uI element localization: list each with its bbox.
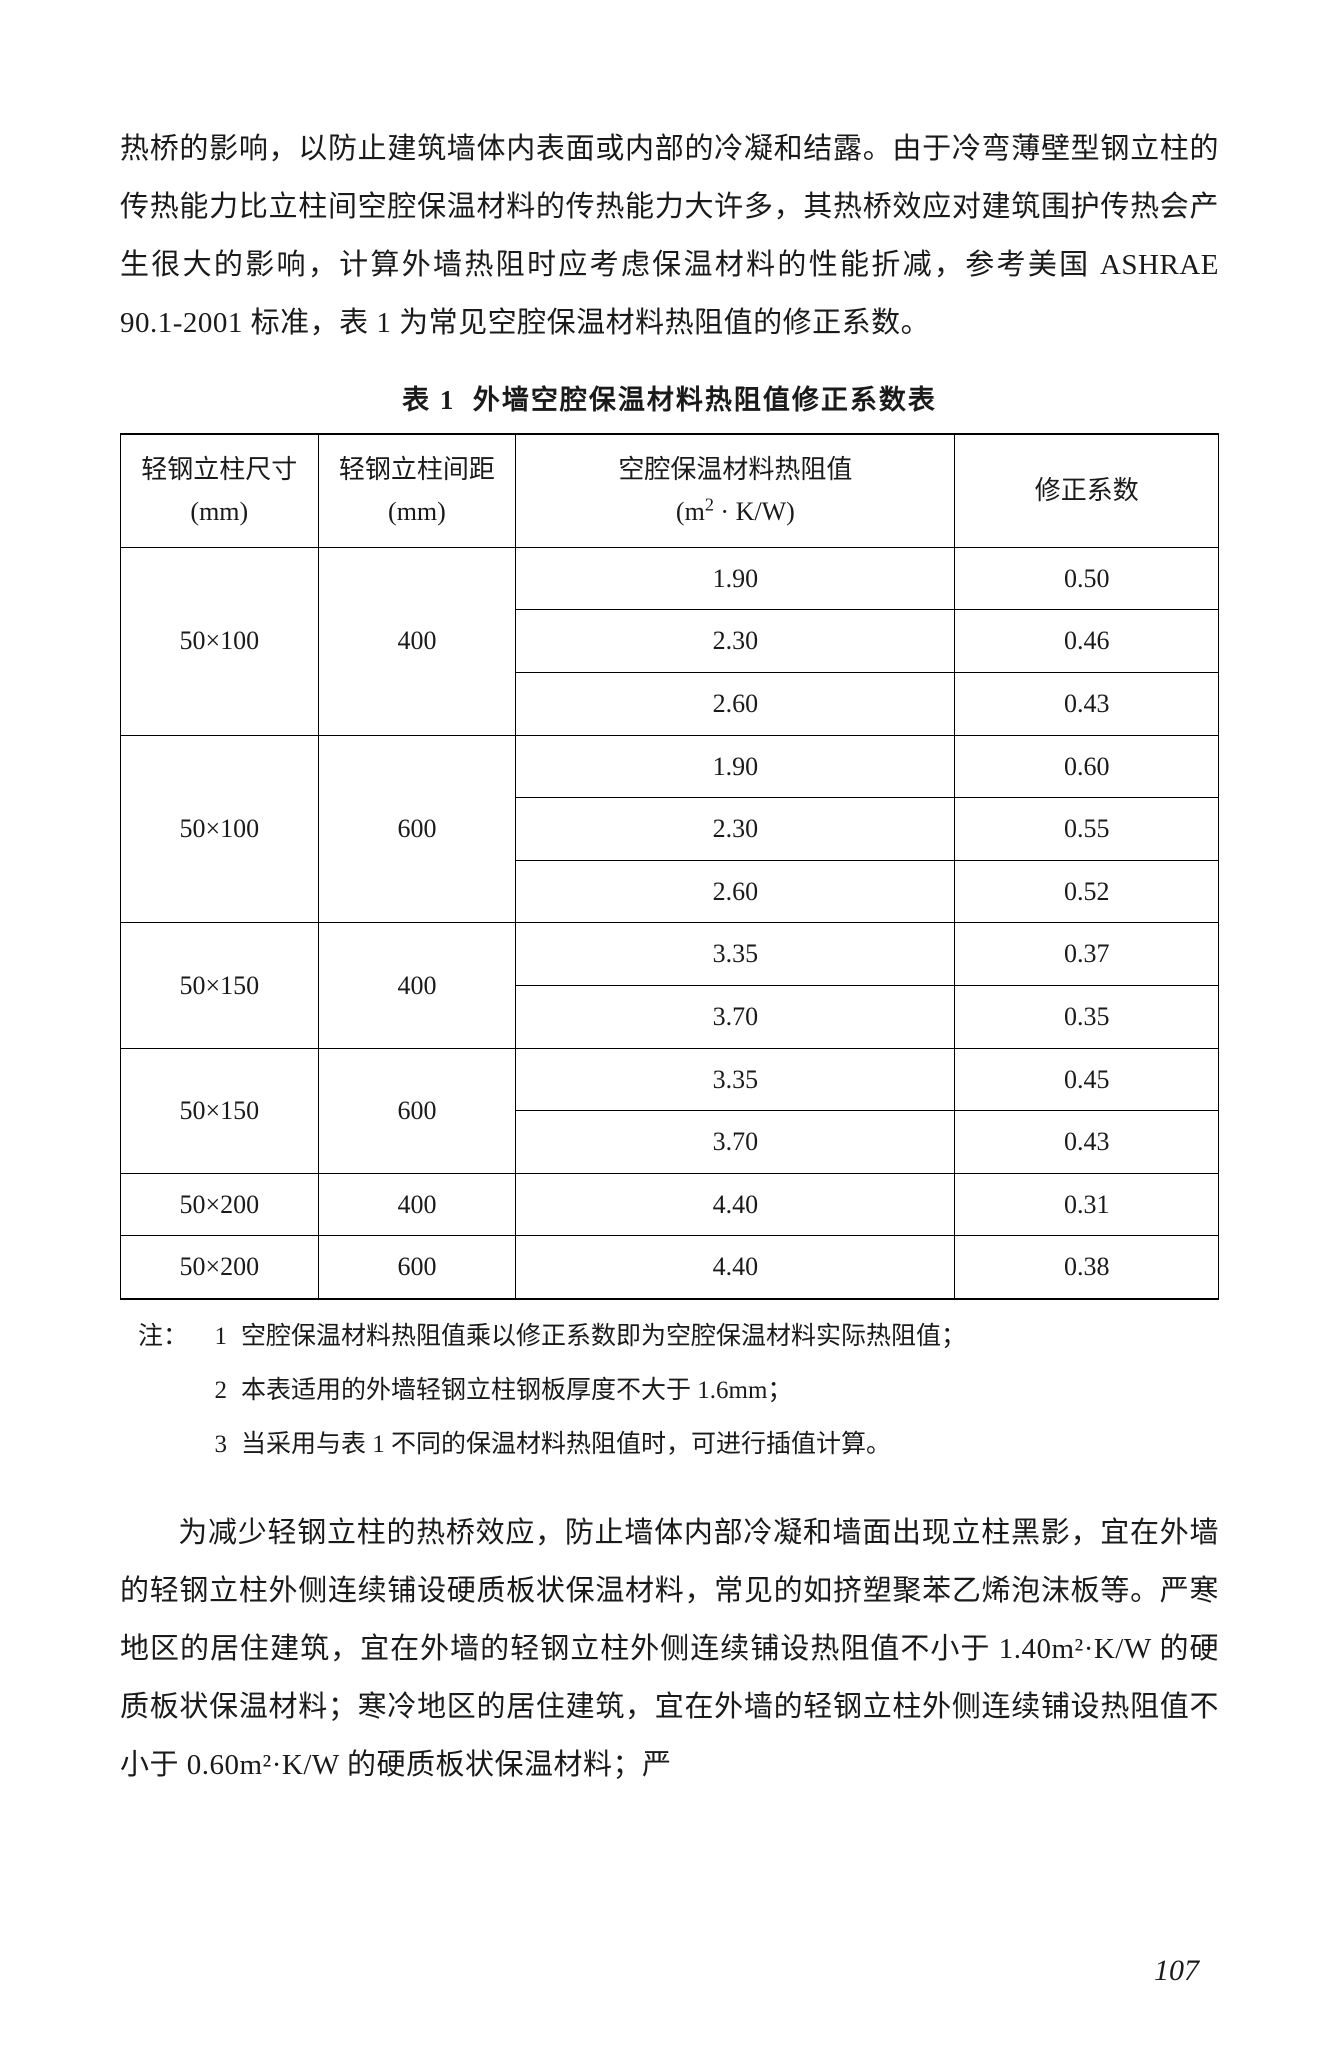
cell-correction-factor: 0.43 xyxy=(955,673,1219,736)
col-header-line1: 修正系数 xyxy=(1035,476,1139,505)
cell-correction-factor: 0.43 xyxy=(955,1111,1219,1174)
paragraph-bottom: 为减少轻钢立柱的热桥效应，防止墙体内部冷凝和墙面出现立柱黑影，宜在外墙的轻钢立柱… xyxy=(120,1504,1219,1794)
cell-stud-size: 50×150 xyxy=(121,1048,319,1173)
note-prefix-spacer xyxy=(138,1420,188,1470)
cell-stud-spacing: 400 xyxy=(318,923,516,1048)
note-text: 当采用与表 1 不同的保温材料热阻值时，可进行插值计算。 xyxy=(241,1420,1219,1470)
note-prefix: 注： xyxy=(138,1312,188,1362)
note-number: 2 xyxy=(192,1366,227,1416)
cell-thermal-resistance: 4.40 xyxy=(516,1173,955,1236)
cell-correction-factor: 0.31 xyxy=(955,1173,1219,1236)
note-prefix-spacer xyxy=(138,1366,188,1416)
col-header-stud-spacing: 轻钢立柱间距 (mm) xyxy=(318,434,516,547)
table-row: 50×1504003.350.37 xyxy=(121,923,1219,986)
cell-stud-size: 50×200 xyxy=(121,1173,319,1236)
note-text: 空腔保温材料热阻值乘以修正系数即为空腔保温材料实际热阻值； xyxy=(241,1312,1219,1362)
cell-thermal-resistance: 3.35 xyxy=(516,923,955,986)
col-header-line2: (m2 · K/W) xyxy=(676,497,795,526)
col-header-correction-factor: 修正系数 xyxy=(955,434,1219,547)
cell-correction-factor: 0.50 xyxy=(955,547,1219,610)
cell-stud-size: 50×200 xyxy=(121,1236,319,1299)
cell-stud-size: 50×100 xyxy=(121,735,319,923)
cell-stud-spacing: 400 xyxy=(318,1173,516,1236)
table-row: 50×1506003.350.45 xyxy=(121,1048,1219,1111)
correction-factor-table: 轻钢立柱尺寸 (mm) 轻钢立柱间距 (mm) 空腔保温材料热阻值 (m2 · … xyxy=(120,433,1219,1300)
cell-stud-spacing: 400 xyxy=(318,547,516,735)
cell-stud-spacing: 600 xyxy=(318,1048,516,1173)
cell-correction-factor: 0.55 xyxy=(955,798,1219,861)
col-header-line1: 轻钢立柱尺寸 xyxy=(141,455,297,484)
cell-thermal-resistance: 3.70 xyxy=(516,1111,955,1174)
cell-stud-spacing: 600 xyxy=(318,1236,516,1299)
cell-correction-factor: 0.52 xyxy=(955,860,1219,923)
col-header-thermal-resistance: 空腔保温材料热阻值 (m2 · K/W) xyxy=(516,434,955,547)
note-number: 1 xyxy=(192,1312,227,1362)
note-number: 3 xyxy=(192,1420,227,1470)
cell-thermal-resistance: 3.70 xyxy=(516,986,955,1049)
cell-thermal-resistance: 2.30 xyxy=(516,798,955,861)
paragraph-top: 热桥的影响，以防止建筑墙体内表面或内部的冷凝和结露。由于冷弯薄壁型钢立柱的传热能… xyxy=(120,120,1219,352)
cell-thermal-resistance: 1.90 xyxy=(516,735,955,798)
cell-thermal-resistance: 3.35 xyxy=(516,1048,955,1111)
col-header-line2: (mm) xyxy=(190,497,248,526)
table-row: 50×2004004.400.31 xyxy=(121,1173,1219,1236)
col-header-line2: (mm) xyxy=(388,497,446,526)
cell-thermal-resistance: 2.30 xyxy=(516,610,955,673)
cell-thermal-resistance: 1.90 xyxy=(516,547,955,610)
note-item: 3 当采用与表 1 不同的保温材料热阻值时，可进行插值计算。 xyxy=(138,1420,1219,1470)
cell-correction-factor: 0.37 xyxy=(955,923,1219,986)
cell-correction-factor: 0.45 xyxy=(955,1048,1219,1111)
cell-thermal-resistance: 4.40 xyxy=(516,1236,955,1299)
cell-correction-factor: 0.38 xyxy=(955,1236,1219,1299)
table-row: 50×1006001.900.60 xyxy=(121,735,1219,798)
cell-stud-spacing: 600 xyxy=(318,735,516,923)
paragraph-bottom-text: 为减少轻钢立柱的热桥效应，防止墙体内部冷凝和墙面出现立柱黑影，宜在外墙的轻钢立柱… xyxy=(120,1517,1219,1781)
cell-correction-factor: 0.60 xyxy=(955,735,1219,798)
col-header-line1: 空腔保温材料热阻值 xyxy=(618,455,852,484)
note-item: 2 本表适用的外墙轻钢立柱钢板厚度不大于 1.6mm； xyxy=(138,1366,1219,1416)
cell-thermal-resistance: 2.60 xyxy=(516,860,955,923)
note-item: 注： 1 空腔保温材料热阻值乘以修正系数即为空腔保温材料实际热阻值； xyxy=(138,1312,1219,1362)
table-notes: 注： 1 空腔保温材料热阻值乘以修正系数即为空腔保温材料实际热阻值； 2 本表适… xyxy=(120,1312,1219,1470)
table-caption-prefix: 表 1 xyxy=(402,385,455,415)
cell-thermal-resistance: 2.60 xyxy=(516,673,955,736)
cell-stud-size: 50×100 xyxy=(121,547,319,735)
table-row: 50×1004001.900.50 xyxy=(121,547,1219,610)
cell-correction-factor: 0.35 xyxy=(955,986,1219,1049)
col-header-line1: 轻钢立柱间距 xyxy=(339,455,495,484)
table-body: 50×1004001.900.502.300.462.600.4350×1006… xyxy=(121,547,1219,1299)
table-row: 50×2006004.400.38 xyxy=(121,1236,1219,1299)
col-header-stud-size: 轻钢立柱尺寸 (mm) xyxy=(121,434,319,547)
page: 热桥的影响，以防止建筑墙体内表面或内部的冷凝和结露。由于冷弯薄壁型钢立柱的传热能… xyxy=(0,0,1339,2048)
table-caption-text: 外墙空腔保温材料热阻值修正系数表 xyxy=(473,385,937,415)
cell-stud-size: 50×150 xyxy=(121,923,319,1048)
page-number: 107 xyxy=(1154,1954,1199,1988)
table-caption: 表 1 外墙空腔保温材料热阻值修正系数表 xyxy=(120,378,1219,417)
cell-correction-factor: 0.46 xyxy=(955,610,1219,673)
note-text: 本表适用的外墙轻钢立柱钢板厚度不大于 1.6mm； xyxy=(241,1366,1219,1416)
